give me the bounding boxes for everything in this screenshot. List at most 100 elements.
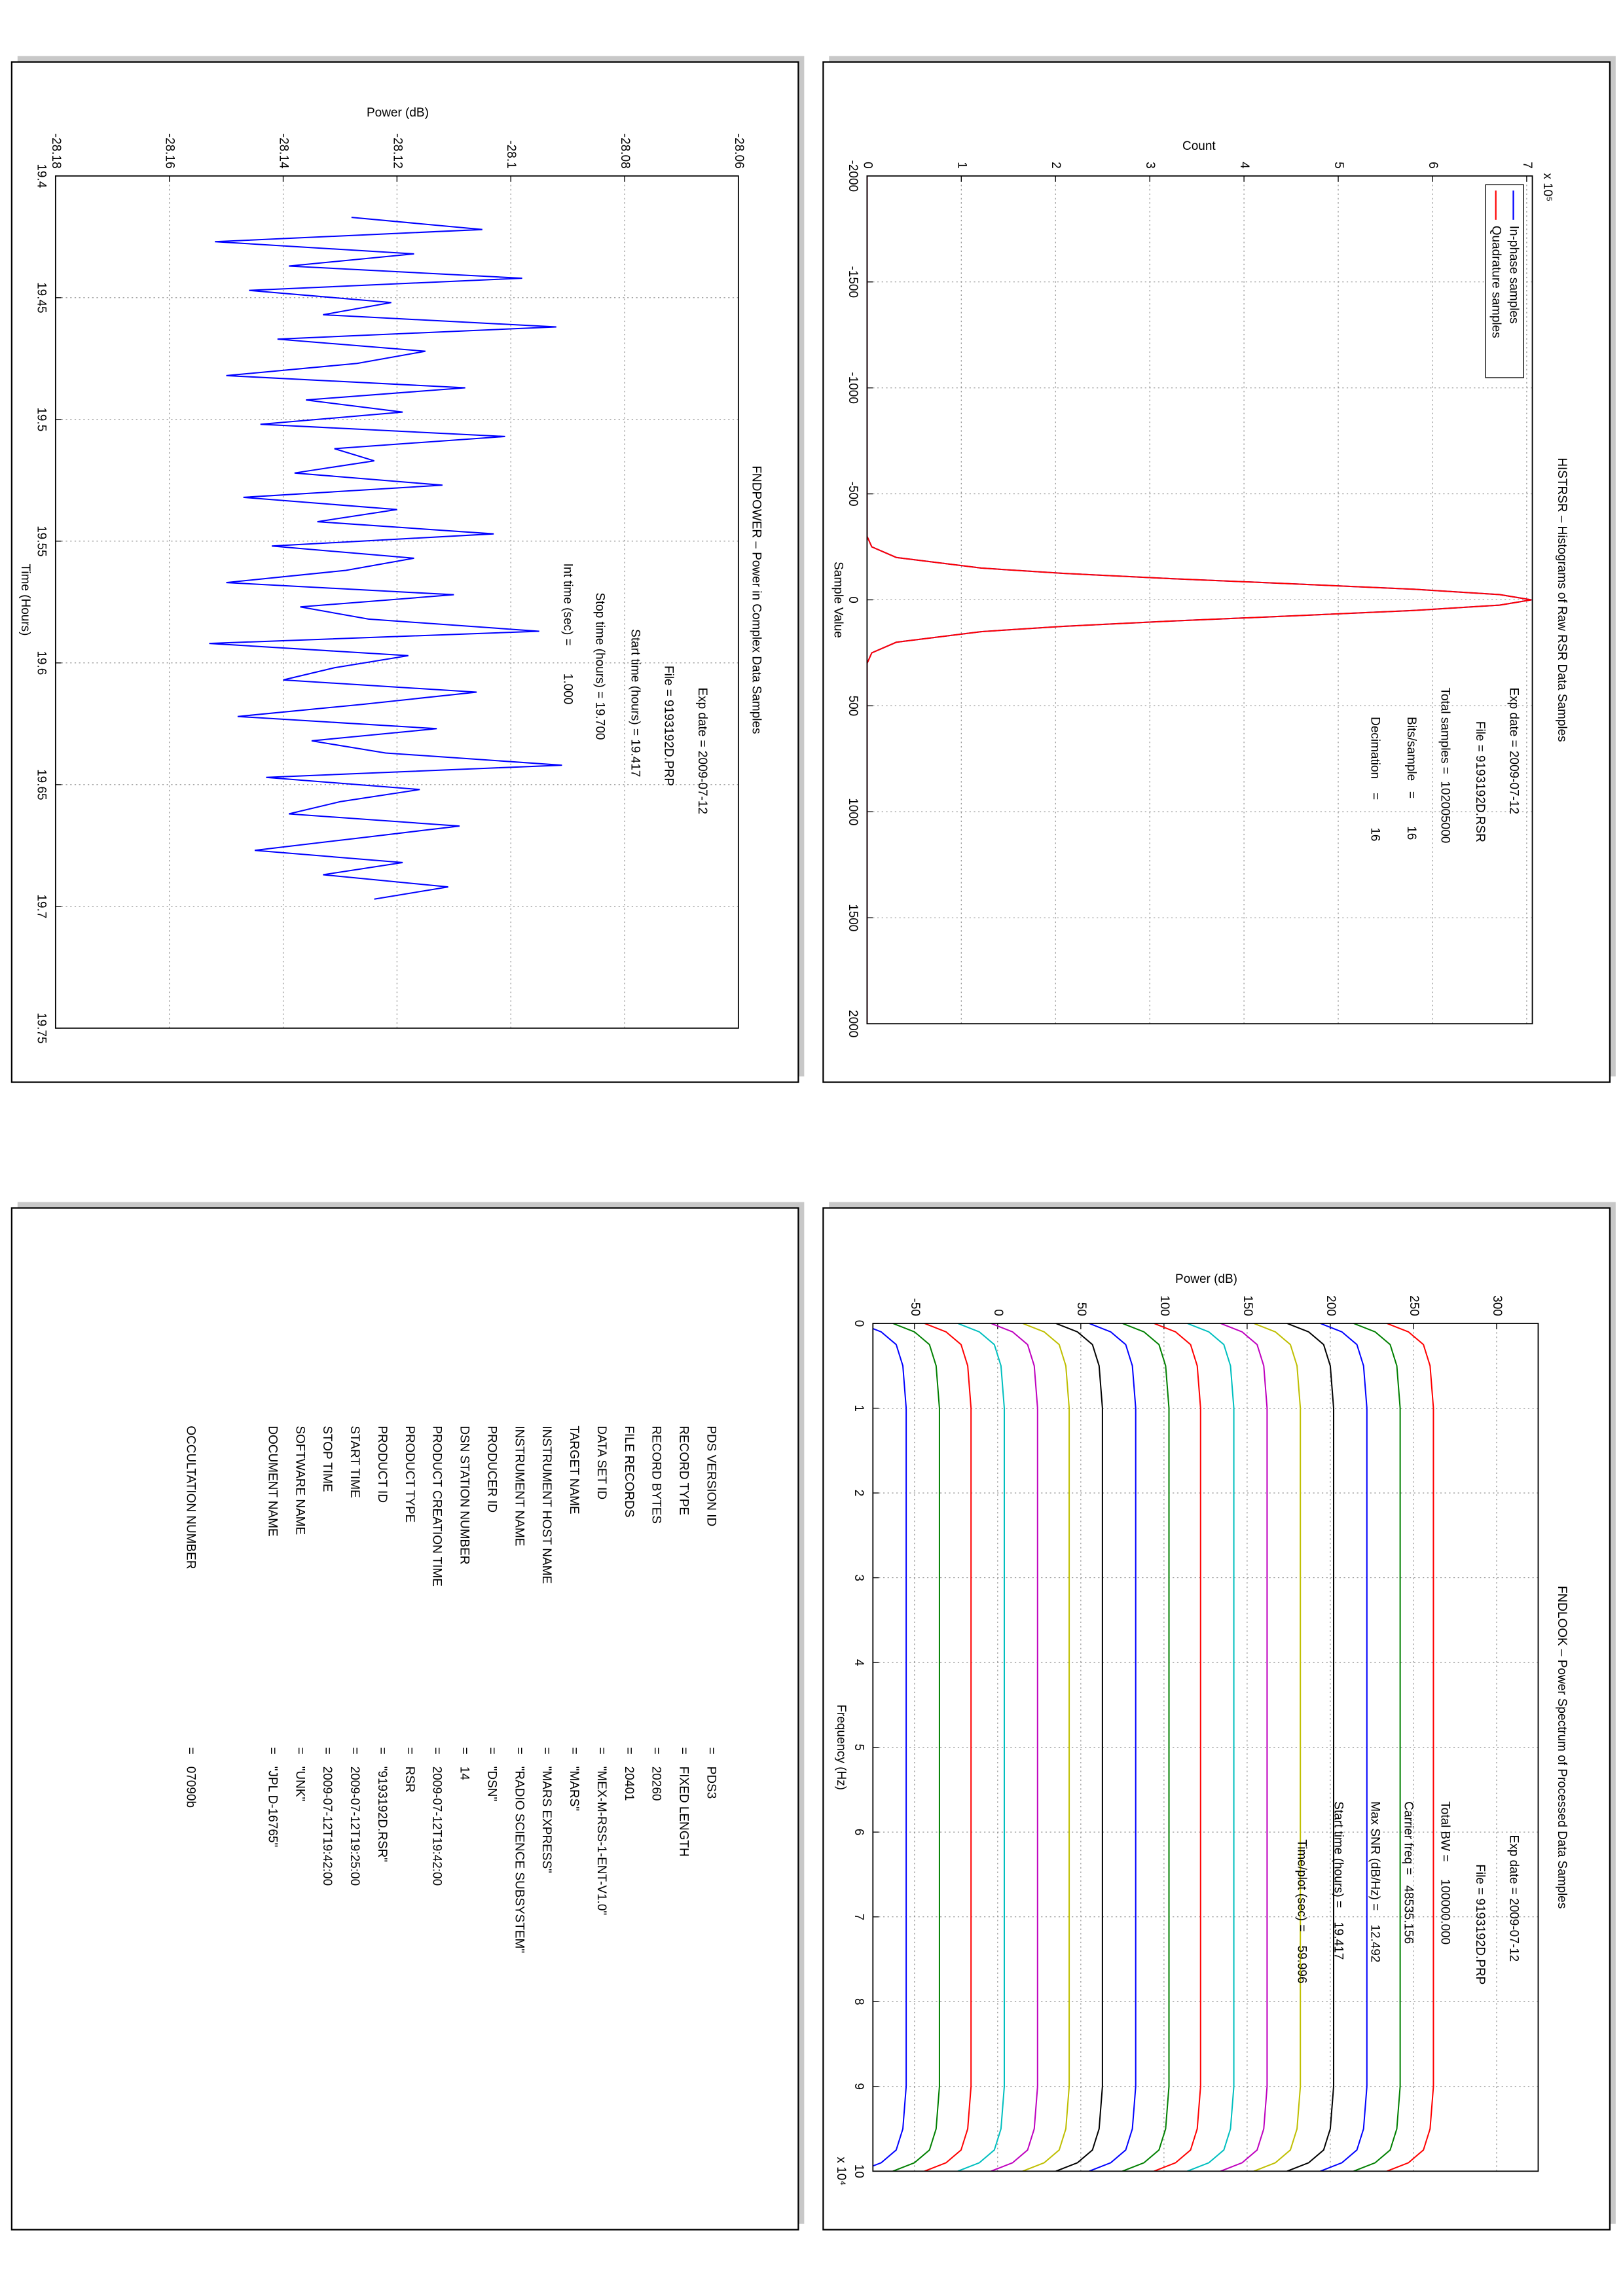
data-line [924, 1323, 972, 2172]
data-line [1187, 1323, 1235, 2172]
x-tick-label: 8 [852, 1998, 866, 2005]
panel [10, 1207, 799, 2231]
chart: -2000 -1500 -1000 -500 0 500 1000 1500 2000 0 1 2 3 4… [831, 139, 1569, 1037]
x-tick-label: 10 [852, 2164, 866, 2178]
x-tick-label: -2000 [846, 160, 860, 192]
field-value: "MARS EXPRESS" [539, 1767, 553, 1873]
y-tick-label: -28.14 [277, 134, 291, 169]
x-tick-label: 500 [846, 696, 860, 717]
chart-title: HISTRSR – Histograms of Raw RSR Data Sam… [1555, 457, 1569, 742]
field-name: PRODUCT ID [375, 1426, 389, 1503]
y-tick-label: 6 [1426, 162, 1440, 169]
legend-box [1485, 184, 1524, 378]
y-tick-label: 300 [1490, 1295, 1504, 1316]
separator: = [375, 1748, 389, 1755]
x-tick-label: 3 [852, 1574, 866, 1581]
y-tick-label: -28.08 [618, 134, 632, 169]
data-line [991, 1323, 1038, 2172]
field-value: FIXED LENGTH [677, 1767, 691, 1857]
y-tick-label: 0 [991, 1309, 1005, 1316]
x-tick-label: 1 [852, 1405, 866, 1412]
y-tick-label: 50 [1074, 1302, 1088, 1316]
annotation: Int time (sec) = 1.000 [561, 564, 575, 705]
data-line [1154, 1323, 1201, 2172]
x-tick-label: 7 [852, 1913, 866, 1920]
y-tick-label: -28.12 [390, 134, 404, 169]
data-line [873, 1323, 907, 2172]
data-line [1220, 1323, 1268, 2172]
field-name: PRODUCT CREATION TIME [430, 1426, 444, 1587]
y-tick-label: 7 [1520, 162, 1534, 169]
y-axis-label: Count [1182, 139, 1216, 153]
x-tick-label: -500 [846, 482, 860, 507]
data-line [1253, 1323, 1302, 2172]
data-line [1386, 1323, 1434, 2172]
field-name: DOCUMENT NAME [265, 1426, 279, 1536]
field-value: 2009-07-12T19:42:00 [320, 1767, 334, 1886]
field-name: RECORD BYTES [649, 1426, 663, 1524]
x-axis-label: Sample Value [831, 562, 845, 638]
field-value: 2009-07-12T19:25:00 [348, 1767, 361, 1886]
y-axis-label: Power (dB) [1175, 1272, 1237, 1286]
x-tick-label: 6 [852, 1829, 866, 1836]
x-tick-label: 0 [846, 596, 860, 603]
separator: = [484, 1748, 498, 1755]
annotation: Max SNR (dB/Hz) = 12.492 [1368, 1801, 1381, 1962]
separator: = [677, 1748, 691, 1755]
x-tick-label: 19.45 [35, 282, 48, 313]
data-line [892, 1323, 940, 2172]
annotation: File = 9193192D.PRP [1473, 1864, 1487, 1984]
separator: = [183, 1748, 197, 1755]
field-value: "JPL D-16765" [265, 1767, 279, 1847]
chart-title: FNDPOWER – Power in Complex Data Samples [750, 465, 763, 734]
annotation: Stop time (hours) = 19.700 [593, 592, 607, 740]
y-tick-label: 100 [1158, 1295, 1171, 1316]
data-line [1353, 1323, 1401, 2172]
separator: = [430, 1748, 444, 1755]
field-value: "9193192D.RSR" [375, 1767, 389, 1862]
field-value: RSR [403, 1767, 416, 1793]
y-tick-label: -28.1 [504, 140, 518, 168]
annotation: Exp date = 2009-07-12 [1506, 1835, 1520, 1962]
separator: = [622, 1748, 636, 1755]
y-tick-label: 3 [1143, 162, 1157, 169]
x-tick-label: 2000 [846, 1010, 860, 1037]
data-line [1320, 1323, 1368, 2172]
field-name: PRODUCT TYPE [403, 1426, 416, 1522]
field-name: TARGET NAME [567, 1426, 581, 1514]
y-tick-label: 0 [860, 162, 874, 169]
y-tick-label: 200 [1324, 1295, 1338, 1316]
y-tick-label: -50 [908, 1298, 922, 1316]
x-tick-label: 19.55 [35, 526, 48, 556]
field-name: DATA SET ID [594, 1426, 608, 1499]
chart: 0 1 2 3 4 5 6 7 8 9 10 -50 0 50 100 150 200 250 300 FNDLOOK… [834, 1272, 1569, 2185]
data-line [1022, 1323, 1070, 2172]
x-axis-label: Frequency (Hz) [834, 1704, 848, 1790]
field-value: "RADIO SCIENCE SUBSYSTEM" [512, 1767, 526, 1953]
field-name: OCCULTATION NUMBER [183, 1426, 197, 1569]
field-value: "MARS" [567, 1767, 581, 1811]
field-name: INSTRUMENT HOST NAME [539, 1426, 553, 1584]
annotation: Start time (hours) = 19.417 [628, 629, 642, 777]
data-line [1286, 1323, 1335, 2172]
field-value: 20260 [649, 1767, 663, 1801]
x-tick-label: 4 [852, 1659, 866, 1666]
field-name: STOP TIME [320, 1426, 334, 1492]
y-tick-label: 150 [1241, 1295, 1254, 1316]
y-tick-label: 1 [955, 162, 968, 169]
x-tick-label: 5 [852, 1744, 866, 1751]
legend-label: In-phase samples [1506, 226, 1520, 324]
separator: = [320, 1748, 334, 1755]
field-value: 07090b [183, 1767, 197, 1808]
separator: = [704, 1748, 718, 1755]
chart-title: FNDLOOK – Power Spectrum of Processed Da… [1555, 1586, 1569, 1909]
annotation: File = 9193192D.RSR [1473, 721, 1487, 842]
annotation: Total BW = 100000.000 [1438, 1801, 1452, 1945]
annotation: Start time (hours) = 19.417 [1331, 1801, 1345, 1960]
field-name: RECORD TYPE [677, 1426, 691, 1515]
annotation: Exp date = 2009-07-12 [695, 687, 709, 814]
field-name: PDS VERSION ID [704, 1426, 718, 1526]
